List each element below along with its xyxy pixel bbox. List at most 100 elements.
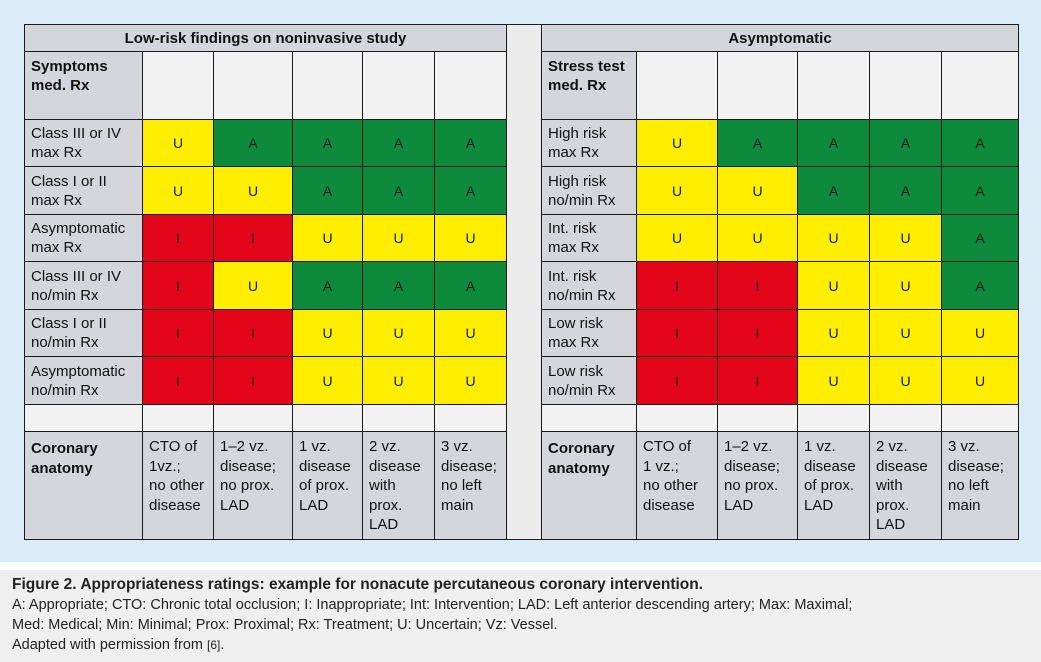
left-rating-cell: U (362, 356, 435, 405)
caption-period: . (220, 637, 225, 653)
left-anatomy-line: disease (369, 457, 421, 475)
right-row-label-line: no/min Rx (548, 286, 616, 304)
right-blank-cell (717, 404, 798, 432)
left-anatomy-cell: CTO of 1vz.; no other disease (142, 431, 214, 540)
right-row-label: Low risk max Rx (541, 309, 637, 357)
right-rating-cell: A (869, 119, 942, 167)
right-anatomy-line: main (948, 496, 981, 514)
right-rating-cell: I (717, 309, 798, 357)
right-row-label: Int. risk no/min Rx (541, 261, 637, 310)
left-rating-cell: U (434, 214, 507, 262)
right-anatomy-line: 3 vz. (948, 438, 980, 455)
left-rating-cell: U (292, 356, 363, 405)
right-anatomy-line: CTO of (643, 438, 692, 455)
right-blank-header-cell (941, 51, 1019, 120)
left-anatomy-line: main (441, 496, 474, 514)
right-anatomy-line: LAD (804, 496, 834, 514)
right-corner-label: Stress test med. Rx (541, 51, 637, 120)
left-anatomy-line: no prox. (220, 477, 275, 494)
right-blank-header-cell (717, 51, 798, 120)
left-anatomy-line: no left (441, 477, 482, 494)
left-rating-cell: A (362, 261, 435, 310)
left-rating-cell: U (213, 261, 293, 310)
right-rating-cell: U (869, 261, 942, 310)
right-anatomy-line: prox. (876, 496, 910, 514)
right-anatomy-line: LAD (876, 516, 906, 533)
left-blank-row-label (24, 404, 143, 432)
right-anatomy-line: 2 vz. (876, 438, 908, 455)
right-rating-cell: A (941, 261, 1019, 310)
left-rating-cell: A (362, 119, 435, 167)
right-rating-cell: I (636, 261, 718, 310)
left-row-label-line: no/min Rx (31, 286, 99, 304)
left-anatomy-line: CTO of (149, 438, 198, 455)
left-anatomy-line: 1–2 vz. (220, 438, 269, 455)
figure-panel: Low-risk findings on noninvasive study As… (0, 0, 1041, 562)
right-rating-cell: I (636, 309, 718, 357)
right-rating-cell: U (636, 214, 718, 262)
right-row-label: Int. risk max Rx (541, 214, 637, 262)
left-anatomy-line: prox. (369, 496, 403, 514)
left-anatomy-line: 2 vz. (369, 438, 401, 455)
right-rating-cell: U (797, 309, 870, 357)
right-row-label-line: no/min Rx (548, 381, 616, 399)
left-rating-cell: A (434, 166, 507, 215)
right-anatomy-line: disease (876, 457, 928, 475)
right-rating-cell: I (717, 356, 798, 405)
left-rating-cell: A (292, 261, 363, 310)
right-row-label-line: max Rx (548, 334, 599, 351)
left-anatomy-line: LAD (369, 516, 399, 533)
right-row-label-line: Low risk (548, 362, 604, 380)
left-row-label-line: Asymptomatic (31, 362, 126, 380)
left-anatomy-cell: 1–2 vz. disease; no prox. LAD (213, 431, 293, 540)
left-row-label-line: no/min Rx (31, 381, 99, 399)
left-row-label: Class I or II no/min Rx (24, 309, 143, 357)
left-blank-header-cell (434, 51, 507, 120)
left-blank-header-cell (362, 51, 435, 120)
right-blank-header-cell (636, 51, 718, 120)
right-anatomy-label: Coronary anatomy (541, 431, 637, 540)
left-anatomy-cell: 2 vz. disease with prox. LAD (362, 431, 435, 540)
left-rating-cell: I (213, 356, 293, 405)
right-anatomy-line: 1 vz.; (643, 457, 679, 475)
caption-line-2: Med: Medical; Min: Minimal; Prox: Proxim… (12, 617, 558, 633)
left-rating-cell: I (142, 261, 214, 310)
right-anatomy-line: 1–2 vz. (724, 438, 773, 455)
right-anatomy-cell: CTO of 1 vz.; no other disease (636, 431, 718, 540)
left-blank-cell (213, 404, 293, 432)
right-rating-cell: U (869, 214, 942, 262)
left-row-label-line: no/min Rx (31, 334, 99, 351)
right-rating-cell: A (717, 119, 798, 167)
right-rating-cell: A (941, 214, 1019, 262)
left-corner-label: Symptoms med. Rx (24, 51, 143, 120)
left-row-label-line: Class I or II (31, 315, 107, 332)
left-rating-cell: U (142, 166, 214, 215)
right-anatomy-line: no other (643, 477, 699, 494)
left-section-header: Low-risk findings on noninvasive study (24, 24, 507, 52)
left-anatomy-line: LAD (220, 496, 250, 514)
left-row-label-line: Asymptomatic (31, 220, 126, 237)
right-row-label-line: High risk (548, 172, 607, 190)
left-blank-cell (142, 404, 214, 432)
right-blank-cell (636, 404, 718, 432)
caption-line-3: Adapted with permission from [6]. (12, 635, 1029, 655)
right-row-label: Low risk no/min Rx (541, 356, 637, 405)
right-rating-cell: A (797, 119, 870, 167)
left-rating-cell: I (142, 356, 214, 405)
left-blank-cell (434, 404, 507, 432)
left-anatomy-line: disease (299, 457, 351, 475)
left-anatomy-line: LAD (299, 496, 329, 514)
right-rating-cell: U (869, 356, 942, 405)
left-rating-cell: I (142, 214, 214, 262)
left-row-label-line: Class III or IV (31, 267, 122, 285)
figure-caption: Figure 2. Appropriateness ratings: examp… (0, 570, 1041, 662)
right-anatomy-line: no prox. (724, 477, 779, 494)
left-anatomy-cell: 1 vz. disease of prox. LAD (292, 431, 363, 540)
left-anatomy-line: 1 vz. (299, 438, 331, 455)
left-rating-cell: I (142, 309, 214, 357)
right-rating-cell: U (941, 356, 1019, 405)
right-blank-cell (797, 404, 870, 432)
right-rating-cell: U (797, 214, 870, 262)
right-row-label-line: no/min Rx (548, 191, 616, 209)
caption-line-1: A: Appropriate; CTO: Chronic total occlu… (12, 597, 853, 613)
